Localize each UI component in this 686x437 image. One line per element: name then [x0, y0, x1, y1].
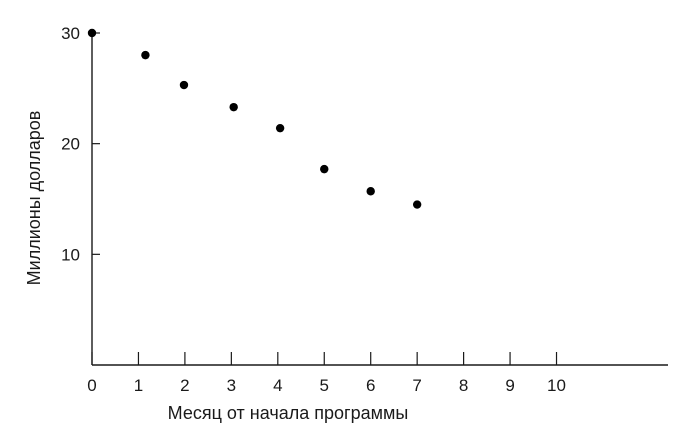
data-point	[87, 28, 97, 38]
y-tick-label: 10	[61, 245, 80, 264]
data-point	[366, 187, 375, 196]
x-tick-label: 6	[366, 376, 375, 395]
data-point	[179, 80, 189, 90]
data-point	[229, 102, 238, 112]
x-tick-label: 3	[227, 376, 236, 395]
y-tick-label: 20	[61, 135, 80, 154]
x-tick-label: 4	[273, 376, 282, 395]
y-tick-label: 30	[61, 24, 80, 43]
data-point	[412, 200, 422, 209]
axes	[91, 30, 668, 366]
x-tick-label: 9	[505, 376, 514, 395]
x-axis-label: Месяц от начала программы	[168, 403, 409, 423]
x-tick-label: 5	[320, 376, 329, 395]
x-tick-label: 10	[547, 376, 566, 395]
x-tick-label: 2	[180, 376, 189, 395]
x-tick-label: 7	[412, 376, 421, 395]
data-point	[141, 50, 150, 60]
y-axis-label: Миллионы долларов	[24, 111, 44, 286]
x-tick-label: 1	[134, 376, 143, 395]
ticks: 0 1 2 3 4 5 6 7 8 9 10 10 20 30	[61, 24, 566, 395]
x-tick-label: 8	[459, 376, 468, 395]
data-points	[87, 28, 422, 209]
data-point	[275, 123, 285, 133]
x-tick-label: 0	[87, 376, 96, 395]
data-point	[320, 164, 329, 174]
